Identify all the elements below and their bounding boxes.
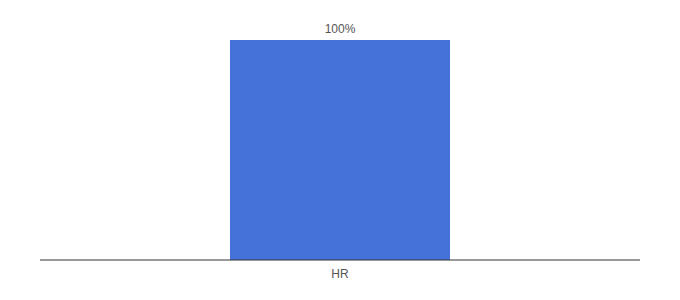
x-tick-label: HR <box>331 267 349 281</box>
data-label: 100% <box>325 22 356 36</box>
x-tick-labels: HR <box>331 267 349 281</box>
x-axis-line <box>40 260 640 261</box>
chart-container: HR 100% <box>0 0 680 300</box>
bar <box>230 40 450 260</box>
data-labels: 100% <box>325 22 356 36</box>
bars <box>230 40 450 260</box>
chart-svg: HR 100% <box>0 0 680 300</box>
